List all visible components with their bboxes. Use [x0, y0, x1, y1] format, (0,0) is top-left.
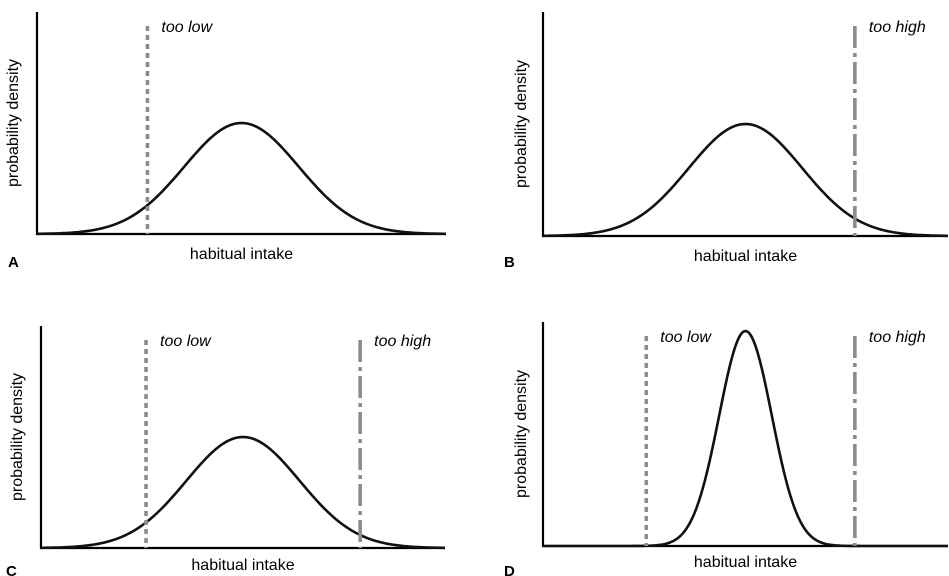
- density-curve: [543, 329, 948, 548]
- panel-letter: C: [6, 563, 17, 576]
- axes: [39, 326, 445, 550]
- panel-d: too low too high habitual intake probabilit…: [504, 322, 948, 576]
- y-axis-label: probability density: [9, 373, 26, 501]
- too-low-label: too low: [160, 333, 212, 350]
- panel-letter: B: [504, 254, 515, 271]
- panel-a: too low habitual intake probability densit…: [5, 12, 447, 271]
- too-high-label: too high: [869, 329, 926, 346]
- too-low-label: too low: [660, 329, 712, 346]
- y-axis-label: probability density: [513, 370, 530, 498]
- x-axis-label: habitual intake: [190, 246, 293, 263]
- axes: [541, 322, 948, 548]
- y-axis-label: probability density: [513, 60, 530, 188]
- too-high-label: too high: [869, 19, 926, 36]
- too-high-label: too high: [374, 333, 431, 350]
- panel-letter: D: [504, 563, 515, 576]
- panel-c: too low too high habitual intake probabilit…: [6, 326, 446, 576]
- density-curve: [40, 435, 446, 550]
- y-axis-label: probability density: [5, 59, 22, 187]
- density-curve: [36, 121, 447, 236]
- density-curve: [542, 122, 949, 238]
- axes: [541, 12, 948, 238]
- panel-b: too high habitual intake probability densi…: [504, 12, 949, 271]
- x-axis-label: habitual intake: [694, 248, 797, 265]
- axes: [35, 12, 446, 236]
- panel-letter: A: [8, 254, 19, 271]
- too-low-label: too low: [161, 19, 213, 36]
- x-axis-label: habitual intake: [191, 557, 294, 574]
- x-axis-label: habitual intake: [694, 554, 797, 571]
